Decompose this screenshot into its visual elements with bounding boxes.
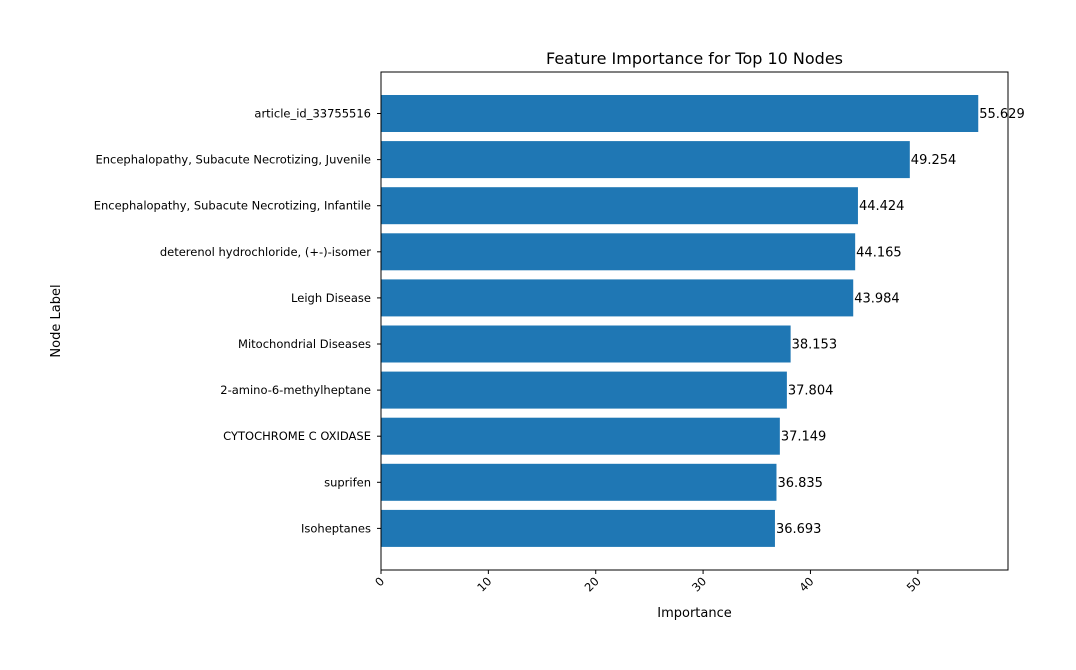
y-tick-label: deterenol hydrochloride, (+-)-isomer [160, 245, 371, 259]
bar-value-label: 36.693 [776, 522, 822, 537]
bar [381, 141, 910, 179]
bar-value-label: 36.835 [777, 476, 823, 491]
bar [381, 95, 979, 132]
bar-value-label: 44.165 [856, 245, 902, 260]
bar-value-label: 44.424 [859, 199, 905, 214]
y-tick-label: CYTOCHROME C OXIDASE [223, 429, 371, 443]
bar [381, 233, 856, 271]
y-tick-label: Encephalopathy, Subacute Necrotizing, In… [94, 199, 371, 213]
y-tick-label: Isoheptanes [301, 521, 371, 535]
bar-value-label: 38.153 [792, 338, 838, 353]
y-axis-ticks: article_id_33755516 Encephalopathy, Subac… [94, 107, 381, 535]
y-tick-label: Leigh Disease [291, 291, 371, 305]
bar [381, 187, 858, 225]
bar [381, 463, 777, 501]
x-axis-label: Importance [657, 606, 732, 621]
x-tick-label: 40 [796, 574, 816, 594]
x-axis-ticks: 0 10 20 30 40 50 [372, 570, 924, 594]
x-tick-label: 30 [689, 574, 709, 594]
bar-value-label: 49.254 [911, 153, 957, 168]
bar-value-label: 43.984 [854, 291, 900, 306]
y-axis-label: Node Label [49, 284, 64, 357]
y-tick-label: suprifen [324, 475, 371, 489]
x-tick-label: 20 [582, 574, 602, 594]
bar [381, 325, 791, 363]
y-tick-label: Mitochondrial Diseases [238, 337, 371, 351]
bar-value-label: 55.629 [979, 107, 1025, 122]
bar [381, 509, 775, 547]
chart-title: Feature Importance for Top 10 Nodes [546, 49, 843, 68]
bar-value-label: 37.804 [788, 384, 834, 399]
data-labels-group: 55.629 49.254 44.424 44.165 43.984 38.153 37.8… [776, 107, 1025, 537]
x-tick-label: 50 [904, 574, 924, 594]
bar-value-label: 37.149 [781, 430, 827, 445]
y-tick-label: Encephalopathy, Subacute Necrotizing, Ju… [95, 153, 371, 167]
bar [381, 279, 854, 317]
plot-frame [380, 71, 1009, 571]
bar [381, 417, 780, 455]
x-tick-label: 10 [474, 574, 494, 594]
y-tick-label: 2-amino-6-methylheptane [220, 383, 371, 397]
x-tick-label: 0 [372, 574, 387, 589]
y-tick-label: article_id_33755516 [254, 107, 371, 121]
bar [381, 371, 787, 409]
bars-group [381, 95, 979, 547]
